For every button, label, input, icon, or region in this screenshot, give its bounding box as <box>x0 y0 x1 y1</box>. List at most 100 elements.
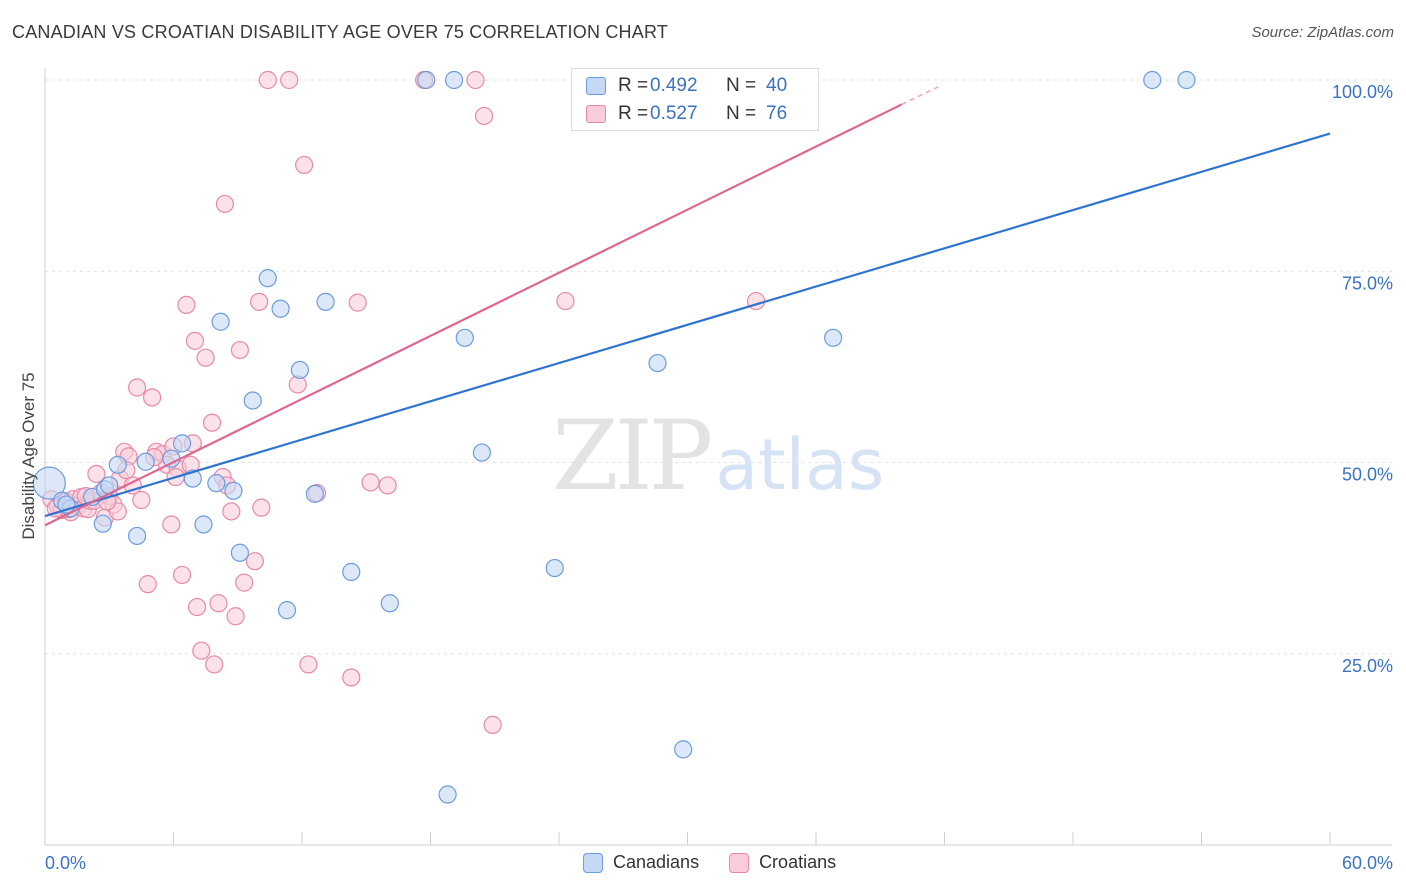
croatians-point <box>258 70 277 90</box>
canadians-swatch <box>586 77 606 95</box>
croatians-point <box>250 292 269 311</box>
croatians-point <box>466 70 485 90</box>
croatians-legend-label: Croatians <box>759 852 837 872</box>
canadians-point <box>194 515 213 534</box>
croatians-point <box>361 473 380 492</box>
series-legend: Canadians Croatians <box>583 852 866 873</box>
y-tick-label: 50.0% <box>1342 465 1393 485</box>
croatians-point <box>185 331 205 350</box>
canadians-point <box>211 312 230 331</box>
canadians-point <box>824 328 843 347</box>
x-tick-label: 60.0% <box>1342 853 1393 873</box>
croatians-point <box>280 70 299 90</box>
r-value: 0.527 <box>650 103 698 124</box>
r-value: 0.492 <box>650 75 698 96</box>
canadians-point <box>305 484 324 503</box>
croatians-point <box>196 348 215 367</box>
croatians-point <box>245 552 264 571</box>
canadians-point <box>290 360 309 380</box>
croatians-trend-extension <box>901 86 939 106</box>
croatians-point <box>556 291 575 311</box>
croatians-point <box>187 597 207 617</box>
canadians-point <box>472 443 491 462</box>
canadians-point <box>243 391 262 410</box>
canadians-point <box>207 474 226 493</box>
chart-title: CANADIAN VS CROATIAN DISABILITY AGE OVER… <box>12 22 669 42</box>
canadians-point <box>136 452 155 471</box>
croatians-point <box>87 464 106 484</box>
axes <box>44 68 1392 846</box>
canadians-point <box>258 269 277 288</box>
trend-lines <box>44 86 1331 527</box>
source-label: Source: ZipAtlas.com <box>1251 24 1394 41</box>
n-label: N = <box>726 103 757 124</box>
croatians-trend-line <box>44 103 903 527</box>
canadians-legend-swatch <box>583 852 603 873</box>
canadians-point <box>342 562 361 581</box>
canadians-point <box>648 353 667 373</box>
x-tick-label: 0.0% <box>45 853 86 873</box>
canadians-points <box>32 70 1196 804</box>
croatians-point <box>235 573 254 592</box>
croatians-point <box>127 378 147 397</box>
croatians-legend-swatch <box>729 852 750 873</box>
y-tick-label: 25.0% <box>1342 656 1393 676</box>
croatians-point <box>252 498 271 517</box>
croatians-point <box>192 641 211 660</box>
croatians-point <box>222 502 241 521</box>
croatians-point <box>295 155 314 175</box>
canadians-point <box>455 328 474 347</box>
canadians-point <box>108 455 127 474</box>
canadians-point <box>438 785 457 804</box>
croatians-swatch <box>586 105 606 123</box>
canadians-point <box>162 449 181 468</box>
croatians-point <box>205 655 224 674</box>
croatians-point <box>348 293 367 312</box>
canadians-point <box>32 466 66 500</box>
canadians-point <box>417 70 436 90</box>
canadians-point <box>380 594 399 613</box>
croatians-point <box>202 413 222 432</box>
n-label: N = <box>726 75 757 96</box>
croatians-point <box>172 565 192 585</box>
croatians-point <box>230 340 249 360</box>
canadians-point <box>93 514 112 533</box>
y-tick-label: 100.0% <box>1332 82 1393 102</box>
canadians-point <box>1177 70 1196 90</box>
legend-item-croatians[interactable]: Croatians <box>729 852 836 873</box>
canadians-point <box>277 601 297 620</box>
stats-legend: R = 0.492 N = 40 R = 0.527 N = 76 <box>571 68 819 131</box>
croatians-point <box>215 194 234 214</box>
croatians-point <box>209 594 228 613</box>
croatians-point <box>177 295 196 315</box>
croatians-point <box>378 476 397 495</box>
canadians-point <box>316 292 335 311</box>
croatians-point <box>342 668 361 687</box>
croatians-point <box>474 106 494 126</box>
canadians-point <box>1143 70 1162 90</box>
r-label: R = <box>618 75 649 96</box>
gridlines <box>45 79 1392 655</box>
canadians-point <box>674 740 693 759</box>
n-value: 40 <box>766 75 788 96</box>
canadians-point <box>172 434 192 453</box>
canadians-point <box>271 299 290 318</box>
canadians-point <box>230 543 249 562</box>
croatians-points <box>42 70 766 734</box>
croatians-point <box>226 607 245 626</box>
y-axis-label: Disability Age Over 75 <box>19 372 38 539</box>
canadians-point <box>127 526 147 546</box>
croatians-point <box>132 490 151 510</box>
croatians-point <box>162 515 181 534</box>
canadians-legend-label: Canadians <box>613 852 700 872</box>
legend-item-canadians[interactable]: Canadians <box>583 852 699 873</box>
canadians-point <box>545 558 564 578</box>
canadians-point <box>224 481 243 500</box>
canadians-point <box>444 70 464 90</box>
stats-row-canadians: R = 0.492 N = 40 <box>586 72 787 100</box>
croatians-point <box>142 388 162 407</box>
canadians-trend-line <box>44 132 1331 518</box>
croatians-point <box>299 655 318 674</box>
n-value: 76 <box>766 103 788 124</box>
